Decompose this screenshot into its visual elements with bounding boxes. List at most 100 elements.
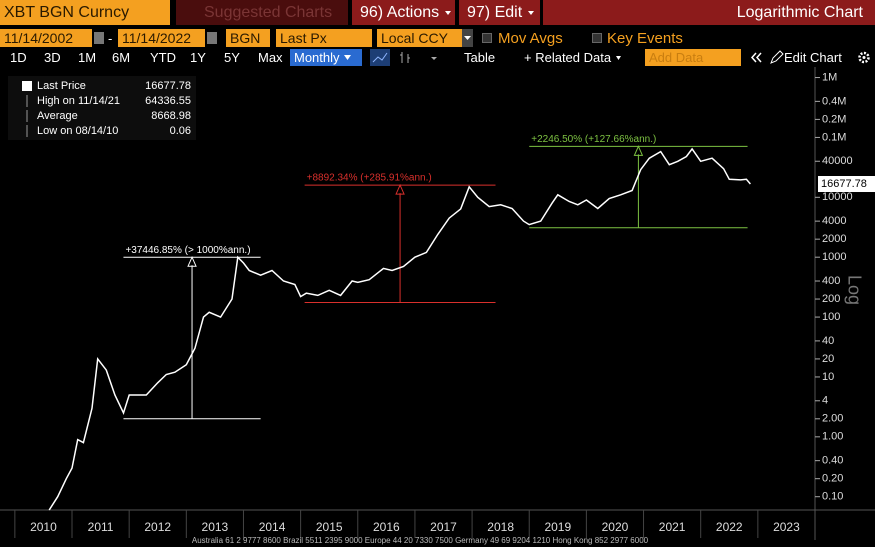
y-tick-label: 2000 [822, 233, 846, 245]
period-button[interactable]: 1D [10, 50, 27, 65]
field-select[interactable]: Last Px [276, 29, 372, 47]
x-tick-label: 2023 [773, 520, 800, 534]
dropdown-icon [431, 57, 437, 60]
source-field[interactable]: BGN [226, 29, 270, 47]
calendar-icon[interactable] [94, 32, 104, 44]
legend-value: 64336.55 [145, 95, 191, 107]
edit-chart-label: Edit Chart [784, 50, 842, 65]
checkbox[interactable] [592, 33, 602, 43]
frequency-select[interactable]: Monthly [290, 49, 362, 66]
legend-value: 8668.98 [151, 110, 191, 122]
x-tick-label: 2018 [487, 520, 514, 534]
icon [372, 52, 388, 63]
y-tick-label: 40000 [822, 155, 853, 167]
dropdown-button[interactable] [428, 49, 440, 66]
x-tick-label: 2015 [316, 520, 343, 534]
dropdown-icon [528, 10, 535, 15]
period-button[interactable]: 5Y [224, 50, 240, 65]
icon [770, 50, 784, 64]
last-price-label: 16677.78 [821, 178, 867, 190]
calendar-icon[interactable] [207, 32, 217, 44]
x-tick-label: 2019 [544, 520, 571, 534]
period-button[interactable]: 1M [78, 50, 97, 65]
period-button[interactable]: 3D [44, 50, 61, 65]
y-tick-label: 400 [822, 275, 840, 287]
start-date[interactable]: 11/14/2002 [0, 29, 92, 47]
x-tick-label: 2021 [659, 520, 686, 534]
add-data-input[interactable]: Add Data [645, 49, 741, 66]
end-date[interactable]: 11/14/2022 [118, 29, 205, 47]
bar-type-icon[interactable] [396, 49, 416, 66]
settings-icon[interactable] [856, 49, 872, 66]
x-tick-label: 2010 [30, 520, 57, 534]
related-data-label: + Related Data [524, 50, 612, 65]
key-events-label: Key Events [607, 29, 683, 47]
y-tick-label: 0.20 [822, 473, 843, 485]
y-tick-label: 1000 [822, 251, 846, 263]
annotation-label: +2246.50% (+127.66%ann.) [531, 134, 656, 145]
table-button[interactable]: Table [464, 50, 496, 65]
legend-box [8, 76, 196, 140]
actions-label: 96) Actions [360, 3, 440, 21]
chart-type-icon[interactable] [370, 49, 390, 66]
checkbox[interactable] [482, 33, 492, 43]
icon [400, 52, 410, 63]
period-button[interactable]: 6M [112, 50, 131, 65]
icon [858, 51, 870, 64]
y-tick-label: 4 [822, 395, 828, 407]
footer-contacts: Australia 61 2 9777 8600 Brazil 5511 239… [192, 536, 649, 545]
x-tick-label: 2020 [602, 520, 629, 534]
x-tick-label: 2016 [373, 520, 400, 534]
annotation-arrow-head [395, 183, 405, 195]
y-tick-label: 200 [822, 293, 840, 305]
period-button[interactable]: 1Y [190, 50, 206, 65]
y-tick-label: 0.1M [822, 131, 846, 143]
dropdown-button[interactable] [462, 29, 473, 47]
date-separator: - [108, 30, 113, 46]
y-tick-label: 4000 [822, 215, 846, 227]
y-tick-label: 10000 [822, 191, 853, 203]
edit-menu[interactable]: 97) Edit [459, 0, 540, 25]
dropdown-icon [616, 55, 622, 60]
chart-name: Logarithmic Chart [543, 0, 875, 25]
legend-label: Last Price [37, 80, 86, 92]
y-tick-label: 1M [822, 71, 837, 83]
related-data-button[interactable]: + Related Data [524, 49, 625, 66]
y-tick-label: 2.00 [822, 413, 843, 425]
collapse-icon[interactable] [748, 49, 764, 66]
x-tick-label: 2012 [144, 520, 171, 534]
y-tick-label: 10 [822, 371, 834, 383]
x-tick-label: 2013 [202, 520, 229, 534]
x-tick-label: 2014 [259, 520, 286, 534]
y-tick-label: 100 [822, 311, 840, 323]
suggested-charts[interactable]: Suggested Charts [176, 0, 348, 25]
y-tick-label: 0.2M [822, 113, 846, 125]
period-button[interactable]: YTD [150, 50, 176, 65]
currency-select[interactable]: Local CCY [377, 29, 462, 47]
y-tick-label: 0.10 [822, 491, 843, 503]
chart: 0.10 0.20 0.40 1.00 2.00 4 10 20 40 100 200 400 1000… [0, 67, 875, 545]
mov-avgs-label: Mov Avgs [498, 29, 563, 47]
last-price-tag [818, 176, 875, 193]
legend-swatch [22, 81, 32, 91]
y-tick-label: 40 [822, 335, 834, 347]
edit-chart-button[interactable]: Edit Chart [768, 49, 842, 66]
x-tick-label: 2011 [88, 520, 114, 534]
frequency-label: Monthly [294, 50, 340, 65]
actions-menu[interactable]: 96) Actions [352, 0, 455, 25]
period-button[interactable]: Max [258, 50, 283, 65]
y-tick-label: 20 [822, 353, 834, 365]
icon [750, 52, 762, 63]
annotation-arrow-head [187, 255, 197, 267]
legend-label: Average [37, 110, 78, 122]
dropdown-icon [343, 54, 351, 60]
legend-value: 16677.78 [145, 80, 191, 92]
price-line [48, 147, 751, 511]
x-tick-label: 2022 [716, 520, 743, 534]
legend-label: High on 11/14/21 [37, 95, 120, 107]
annotation-label: +8892.34% (+285.91%ann.) [307, 173, 432, 184]
security-field[interactable]: XBT BGN Curncy [0, 0, 170, 25]
y-tick-label: 0.4M [822, 95, 846, 107]
dropdown-icon [445, 10, 452, 15]
legend-label: Low on 08/14/10 [37, 125, 118, 137]
